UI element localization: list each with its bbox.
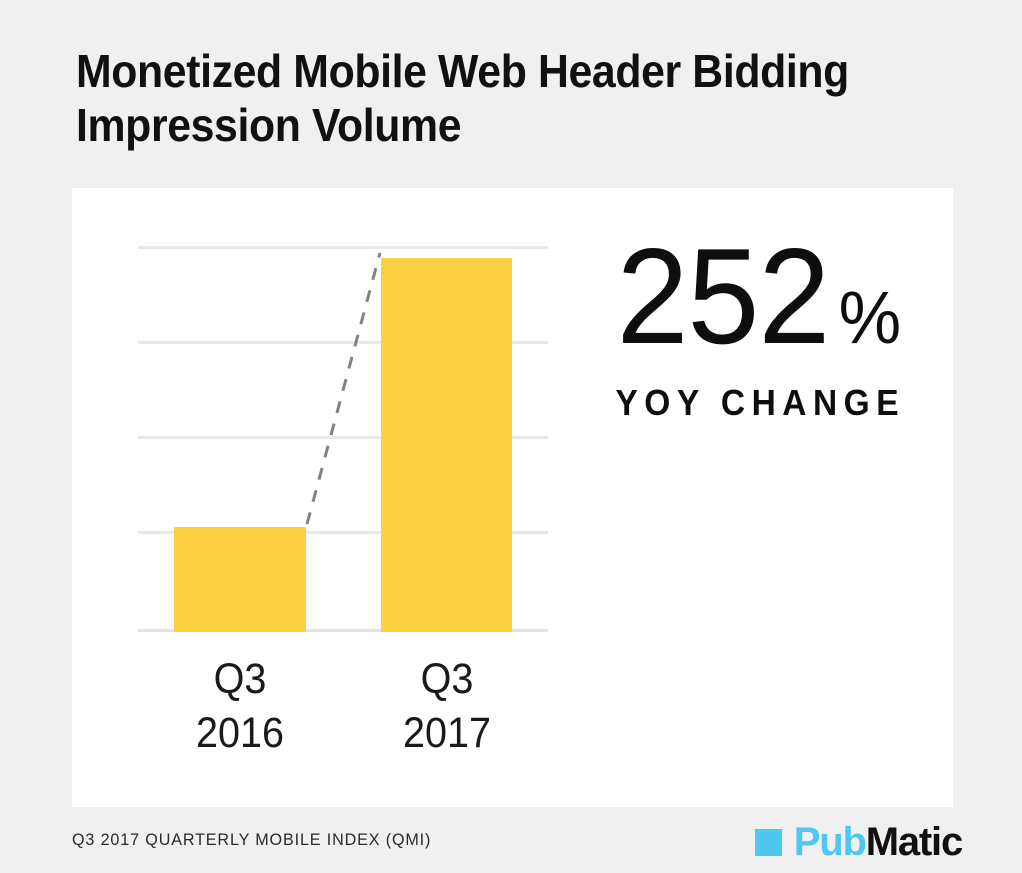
stat-caption: YOY CHANGE	[615, 382, 906, 423]
stat-value-row: 252 %	[592, 228, 922, 364]
pubmatic-wordmark: PubMatic	[793, 820, 963, 864]
x-label-q3-2017-year: 2017	[402, 709, 492, 757]
bar-q3-2016[interactable]	[174, 527, 306, 632]
page-title-line-1: Monetized Mobile Web Header Bidding	[76, 45, 849, 97]
bar-q3-2017[interactable]	[381, 258, 512, 632]
stat-callout: 252 % YOY CHANGE	[592, 228, 922, 424]
pubmatic-square-icon	[754, 828, 782, 856]
plot-area	[138, 246, 548, 632]
stat-percent-sign: %	[838, 276, 902, 359]
x-axis-labels: Q3 2016 Q3 2017	[138, 644, 548, 764]
gridline-2	[138, 531, 548, 534]
x-label-q3-2016-quarter: Q3	[213, 655, 267, 703]
pubmatic-logo: PubMatic	[754, 820, 963, 864]
x-label-q3-2016: Q3 2016	[162, 652, 318, 760]
x-label-q3-2016-year: 2016	[195, 709, 285, 757]
page-title-line-2: Impression Volume	[76, 99, 462, 151]
gridline-top	[138, 246, 548, 249]
bar-chart: Q3 2016 Q3 2017	[138, 246, 548, 757]
x-label-q3-2017-quarter: Q3	[420, 655, 474, 703]
stat-value: 252	[616, 220, 831, 372]
axis-baseline	[138, 629, 548, 632]
source-note: Q3 2017 QUARTERLY MOBILE INDEX (QMI)	[72, 830, 432, 849]
page-title: Monetized Mobile Web Header Bidding Impr…	[76, 44, 956, 152]
pubmatic-wordmark-pub: Pub	[793, 820, 867, 864]
pubmatic-wordmark-matic: Matic	[865, 820, 963, 864]
chart-card: Q3 2016 Q3 2017 252 % YOY CHANGE	[72, 188, 953, 807]
x-label-q3-2017: Q3 2017	[369, 652, 525, 760]
